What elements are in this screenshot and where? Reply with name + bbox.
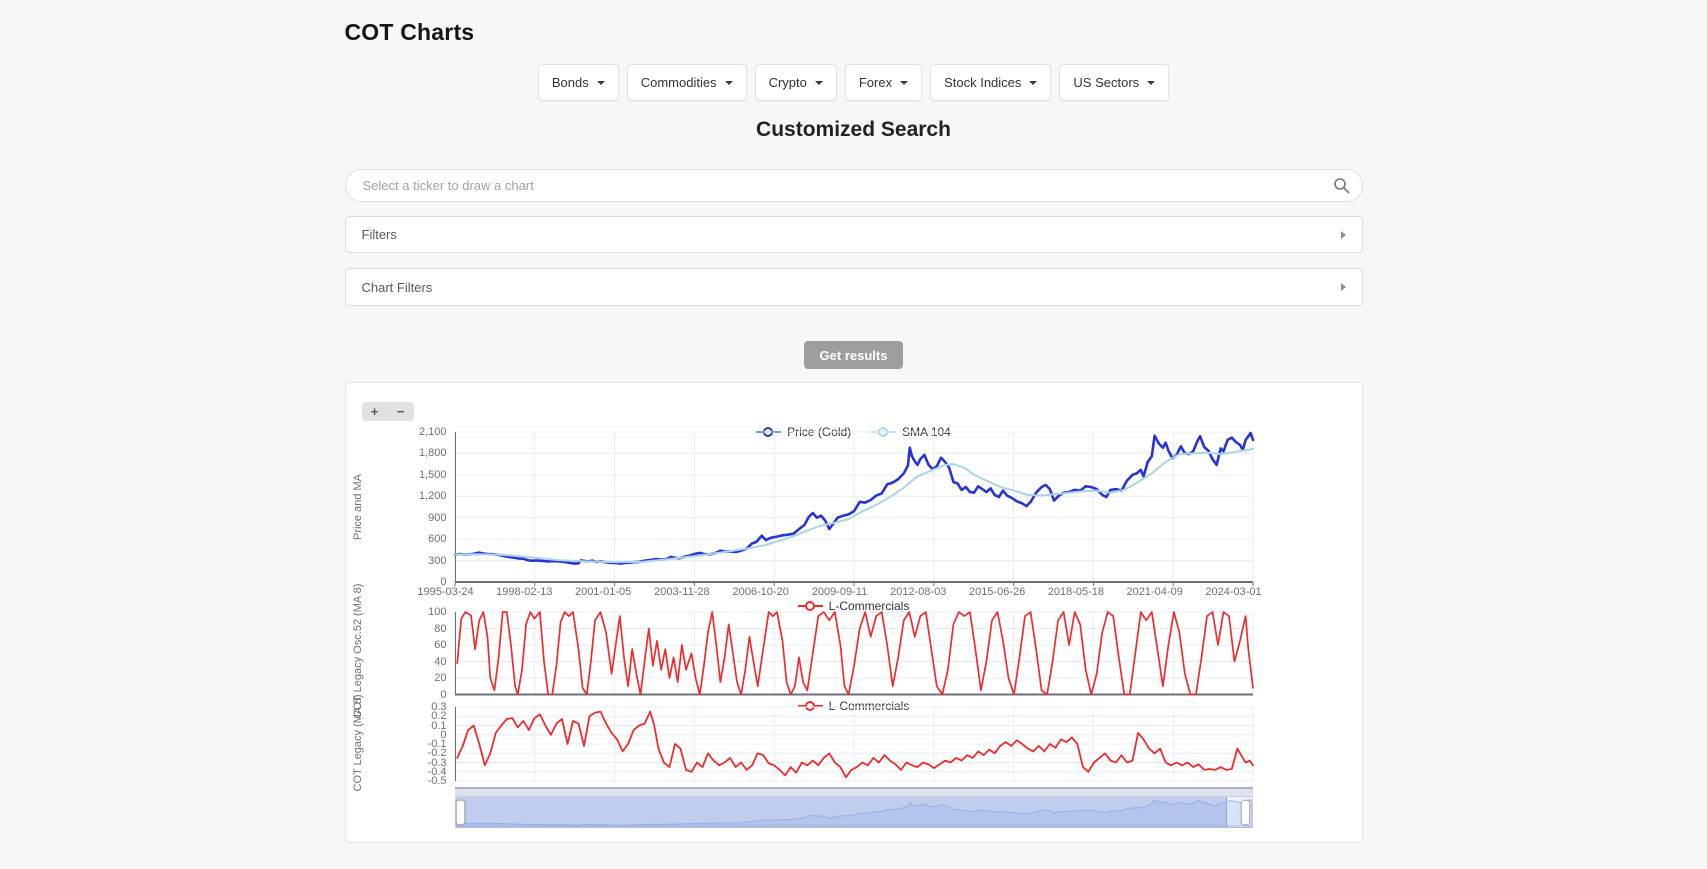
zoom-out-button[interactable]: − bbox=[387, 402, 414, 421]
y-tick-label: 0 bbox=[440, 576, 447, 588]
y-tick-label: -0.3 bbox=[427, 756, 447, 769]
y-tick-label: 2,100 bbox=[418, 426, 447, 438]
y-tick-label: 1,200 bbox=[418, 490, 447, 503]
chart-filters-label: Chart Filters bbox=[361, 279, 433, 295]
menu-bonds-label: Bonds bbox=[551, 75, 589, 90]
price-chart-plot bbox=[453, 431, 1254, 586]
x-tick-label: 1998-02-13 bbox=[496, 586, 553, 598]
y-tick-label: 1,800 bbox=[418, 447, 447, 460]
chevron-down-icon bbox=[724, 80, 733, 85]
menu-stock-indices-button[interactable]: Stock Indices bbox=[930, 64, 1052, 101]
get-results-button[interactable]: Get results bbox=[803, 341, 904, 369]
x-tick-label: 2006-10-20 bbox=[732, 586, 789, 598]
navigator-silhouette bbox=[455, 799, 1252, 827]
x-tick-label: 2003-11-28 bbox=[654, 586, 710, 598]
x-tick-label: 2012-08-03 bbox=[890, 586, 947, 598]
ticker-search bbox=[344, 169, 1363, 202]
y-tick-label: 600 bbox=[428, 533, 447, 546]
menu-us-sectors-button[interactable]: US Sectors bbox=[1059, 64, 1170, 101]
chevron-down-icon bbox=[1147, 80, 1156, 85]
cot-legacy-chart-plot bbox=[454, 706, 1254, 782]
y-tick-label: 0.3 bbox=[431, 701, 447, 713]
menu-bonds-button[interactable]: Bonds bbox=[537, 64, 619, 101]
customized-search-heading: Customized Search bbox=[756, 118, 951, 141]
navigator-right-handle[interactable] bbox=[1240, 800, 1250, 825]
menu-commodities-label: Commodities bbox=[640, 75, 717, 90]
navigator-selection[interactable] bbox=[455, 797, 1227, 827]
ticker-search-input[interactable] bbox=[344, 169, 1363, 202]
menu-forex-button[interactable]: Forex bbox=[844, 64, 923, 101]
y-axis-name-price-and-ma: Price and MA bbox=[351, 473, 364, 541]
x-tick-label: 2001-01-05 bbox=[574, 586, 632, 598]
menu-crypto-label: Crypto bbox=[768, 75, 807, 90]
filters-panel[interactable]: Filters bbox=[344, 216, 1363, 253]
zoom-in-button[interactable]: + bbox=[361, 402, 388, 421]
menu-commodities-button[interactable]: Commodities bbox=[626, 64, 747, 101]
x-tick-label: 1995-03-24 bbox=[417, 586, 474, 598]
navigator-move-handle[interactable] bbox=[454, 787, 1253, 797]
x-tick-label: 2024-03-01 bbox=[1205, 586, 1262, 598]
osc-chart-plot bbox=[454, 611, 1254, 696]
search-icon bbox=[1333, 178, 1349, 194]
chart-navigator[interactable] bbox=[454, 787, 1253, 828]
chevron-right-icon bbox=[1340, 283, 1346, 291]
y-tick-label: 20 bbox=[434, 672, 447, 684]
navigator-left-handle[interactable] bbox=[455, 800, 465, 825]
chevron-down-icon bbox=[814, 80, 823, 85]
menu-stock-indices-label: Stock Indices bbox=[944, 75, 1022, 90]
x-tick-label: 2009-09-11 bbox=[811, 586, 868, 598]
category-menu: Bonds Commodities Crypto Forex Stock Ind… bbox=[345, 64, 1363, 101]
y-tick-label: 0 bbox=[440, 688, 447, 701]
menu-forex-label: Forex bbox=[858, 75, 893, 90]
filters-label: Filters bbox=[361, 227, 397, 242]
y-tick-label: 0 bbox=[440, 728, 447, 741]
chevron-down-icon bbox=[900, 80, 909, 85]
y-tick-label: 300 bbox=[428, 554, 447, 567]
chevron-right-icon bbox=[1340, 230, 1346, 239]
y-tick-label: -0.5 bbox=[427, 775, 447, 787]
chevron-down-icon bbox=[1029, 80, 1038, 85]
menu-us-sectors-label: US Sectors bbox=[1073, 75, 1140, 90]
chart-card: + − Price and MA COT Legacy Osc.52 (MA 8… bbox=[344, 382, 1363, 843]
y-tick-label: 60 bbox=[434, 639, 447, 651]
y-tick-label: 1,500 bbox=[418, 468, 447, 481]
y-tick-label: 0.2 bbox=[431, 710, 447, 723]
y-tick-label: 900 bbox=[428, 511, 447, 524]
chart-filters-panel[interactable]: Chart Filters bbox=[344, 268, 1363, 306]
navigator-body[interactable] bbox=[454, 797, 1253, 828]
x-tick-label: 2021-04-09 bbox=[1126, 586, 1183, 598]
y-tick-label: 100 bbox=[428, 606, 447, 618]
chart-zoom-controls: + − bbox=[361, 402, 414, 421]
y-tick-label: -0.2 bbox=[427, 747, 447, 760]
y-tick-label: 40 bbox=[434, 655, 447, 668]
menu-crypto-button[interactable]: Crypto bbox=[754, 64, 837, 101]
y-tick-label: 80 bbox=[434, 622, 447, 635]
y-tick-label: -0.1 bbox=[427, 738, 447, 750]
x-tick-label: 2015-06-26 bbox=[968, 586, 1026, 598]
chevron-down-icon bbox=[596, 80, 605, 85]
y-tick-label: 0.1 bbox=[431, 719, 447, 732]
y-tick-label: -0.4 bbox=[427, 765, 447, 778]
x-tick-label: 2018-05-18 bbox=[1047, 586, 1105, 598]
page-title: COT Charts bbox=[344, 19, 475, 45]
